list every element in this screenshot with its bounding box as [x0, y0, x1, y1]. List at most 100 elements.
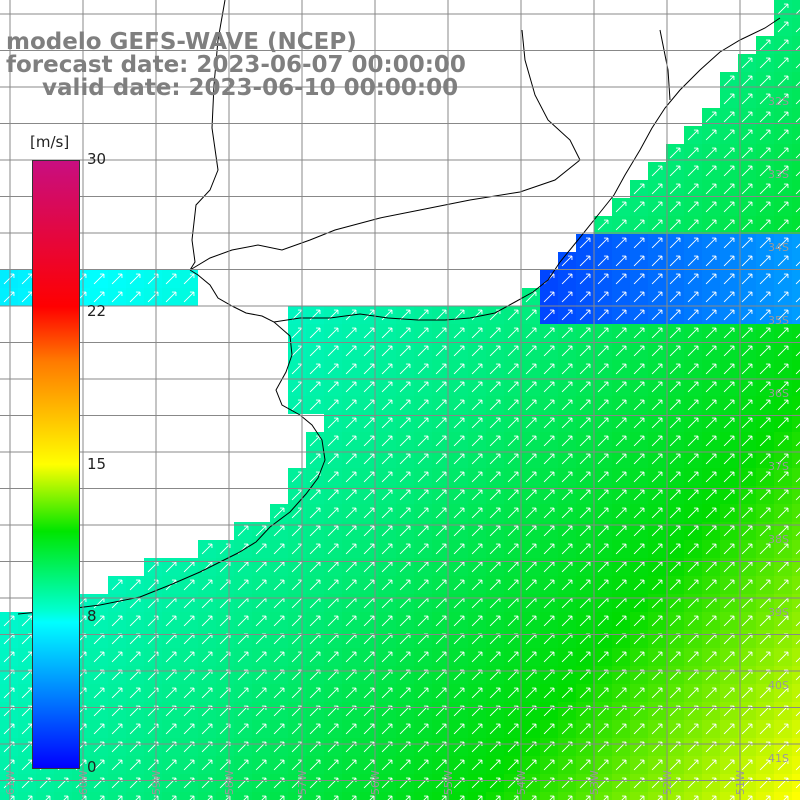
- wind-arrow: [759, 291, 771, 303]
- wind-arrow: [615, 471, 627, 483]
- wind-arrow: [597, 237, 609, 249]
- wind-arrow: [687, 615, 699, 627]
- wind-arrow: [597, 525, 609, 537]
- wind-arrow: [795, 693, 800, 699]
- wind-arrow: [453, 327, 465, 339]
- wind-arrow: [741, 543, 753, 555]
- wind-arrow: [435, 381, 447, 393]
- wind-arrow: [705, 381, 717, 393]
- wind-arrow: [243, 795, 249, 800]
- wind-cell: [144, 792, 162, 800]
- wind-arrow: [435, 309, 447, 321]
- latitude-label: 37S: [768, 460, 789, 473]
- wind-cell: [576, 792, 594, 800]
- wind-arrow: [345, 453, 357, 465]
- wind-arrow: [111, 615, 123, 627]
- wind-arrow: [561, 417, 573, 429]
- wind-cell: [792, 594, 800, 612]
- wind-arrow: [417, 579, 429, 591]
- wind-arrow: [597, 345, 609, 357]
- wind-arrow: [705, 219, 717, 231]
- wind-arrow: [795, 729, 800, 735]
- wind-arrow: [741, 759, 753, 771]
- wind-arrow: [561, 543, 573, 555]
- latitude-labels: 32S 33S 34S 35S 36S 37S 38S 39S 40S 41S: [768, 95, 789, 765]
- wind-arrow: [597, 273, 609, 285]
- wind-arrow: [273, 651, 285, 663]
- wind-arrow: [723, 363, 735, 375]
- wind-arrow: [777, 147, 789, 159]
- wind-arrow: [723, 435, 735, 447]
- wind-arrow: [381, 435, 393, 447]
- wind-arrow: [597, 327, 609, 339]
- wind-cell: [792, 558, 800, 576]
- longitude-label: 58W: [223, 770, 236, 795]
- wind-arrow: [705, 183, 717, 195]
- wind-arrow: [495, 795, 501, 800]
- wind-arrow: [507, 471, 519, 483]
- wind-arrow: [417, 471, 429, 483]
- wind-arrow: [579, 507, 591, 519]
- wind-arrow: [759, 561, 771, 573]
- wind-arrow: [795, 513, 800, 519]
- wind-arrow: [507, 561, 519, 573]
- colorbar-tick-30: 30: [87, 150, 107, 168]
- wind-cell: [162, 792, 180, 800]
- wind-arrow: [597, 723, 609, 735]
- wind-arrow: [399, 309, 411, 321]
- wind-arrow: [741, 201, 753, 213]
- wind-arrow: [651, 417, 663, 429]
- wind-arrow: [273, 687, 285, 699]
- wind-cell: [684, 792, 702, 800]
- longitude-label: 53W: [588, 770, 601, 795]
- wind-arrow: [381, 381, 393, 393]
- wind-cell: [450, 792, 468, 800]
- wind-arrow: [795, 423, 800, 429]
- wind-arrow: [201, 615, 213, 627]
- wind-arrow: [669, 363, 681, 375]
- wind-arrow: [399, 615, 411, 627]
- wind-arrow: [237, 759, 249, 771]
- wind-arrow: [615, 561, 627, 573]
- wind-arrow: [741, 345, 753, 357]
- wind-arrow: [669, 399, 681, 411]
- wind-arrow: [669, 435, 681, 447]
- wind-arrow: [741, 219, 753, 231]
- wind-cell: [666, 792, 684, 800]
- wind-arrow: [165, 687, 177, 699]
- latitude-label: 35S: [768, 314, 789, 327]
- wind-arrow: [615, 309, 627, 321]
- wind-arrow: [435, 723, 447, 735]
- wind-arrow: [543, 417, 555, 429]
- wind-arrow: [741, 579, 753, 591]
- wind-arrow: [795, 531, 800, 537]
- wind-cell: [396, 792, 414, 800]
- wind-arrow: [471, 561, 483, 573]
- wind-arrow: [687, 723, 699, 735]
- wind-arrow: [777, 579, 789, 591]
- wind-arrow: [795, 27, 800, 33]
- wind-arrow: [615, 399, 627, 411]
- wind-arrow: [723, 507, 735, 519]
- wind-arrow: [777, 759, 789, 771]
- wind-arrow: [111, 579, 123, 591]
- wind-cell: [792, 360, 800, 378]
- wind-arrow: [615, 615, 627, 627]
- wind-arrow: [273, 759, 285, 771]
- wind-arrow: [489, 363, 501, 375]
- wind-arrow: [309, 723, 321, 735]
- wind-arrow: [417, 723, 429, 735]
- wind-arrow: [705, 543, 717, 555]
- wind-cell: [558, 792, 576, 800]
- wind-arrow: [633, 579, 645, 591]
- wind-arrow: [615, 291, 627, 303]
- wind-arrow: [93, 723, 105, 735]
- wind-arrow: [423, 795, 429, 800]
- wind-arrow: [417, 453, 429, 465]
- wind-arrow: [327, 363, 339, 375]
- wind-arrow: [561, 399, 573, 411]
- wind-arrow: [633, 615, 645, 627]
- wind-arrow: [345, 417, 357, 429]
- wind-arrow: [417, 651, 429, 663]
- wind-arrow: [723, 273, 735, 285]
